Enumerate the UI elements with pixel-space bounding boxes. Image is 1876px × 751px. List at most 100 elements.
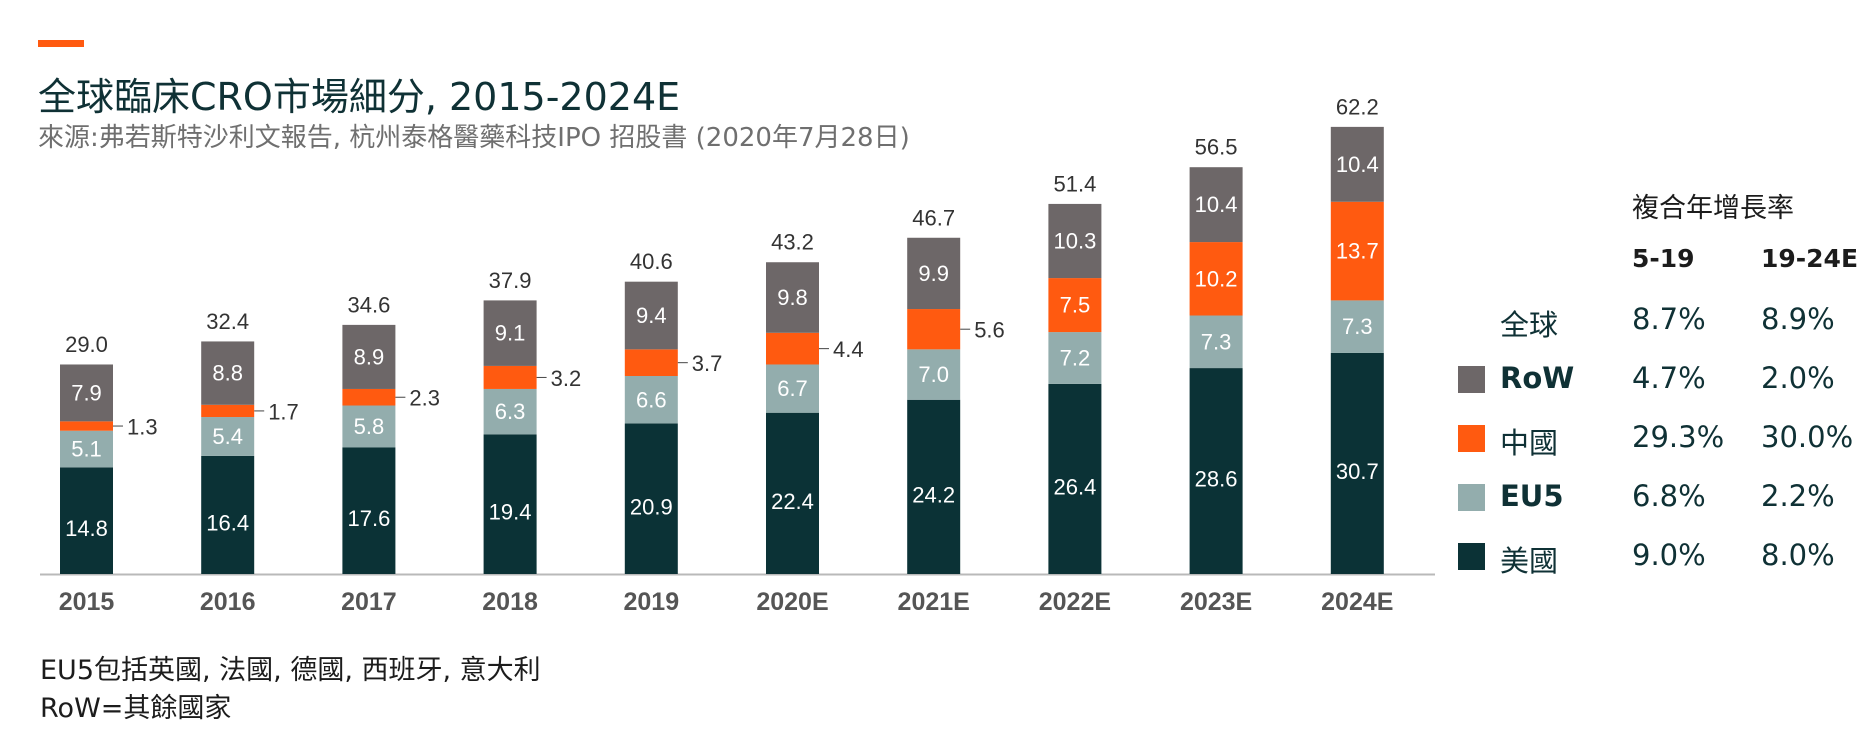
bar-segment-usa: [201, 455, 255, 574]
value-label-eu5: 5.4: [212, 424, 243, 449]
total-label: 34.6: [347, 292, 390, 317]
x-tick-label: 2020E: [756, 588, 828, 616]
bar-segment-eu5: [60, 430, 113, 468]
bar-segment-row: [624, 281, 678, 350]
bar-segment-usa: [624, 423, 678, 574]
chart-subtitle: 來源:弗若斯特沙利文報告, 杭州泰格醫藥科技IPO 招股書 (2020年7月28…: [38, 123, 910, 153]
bar-segment-row: [201, 341, 255, 405]
value-label-eu5: 5.1: [71, 437, 102, 462]
value-label-china: 5.6: [974, 318, 1005, 343]
total-label: 43.2: [771, 230, 814, 255]
value-label-usa: 26.4: [1053, 474, 1096, 499]
bar-segment-usa: [60, 467, 113, 574]
bar-segment-row: [60, 364, 113, 422]
bar-segment-china: [1048, 278, 1102, 333]
cagr-row-label: 中國: [1500, 426, 1559, 460]
total-label: 37.9: [489, 268, 532, 293]
bar-segment-eu5: [907, 349, 961, 400]
value-label-china: 1.7: [268, 399, 299, 424]
stacked-bar-chart: 14.8 5.1 1.3 7.9 29.0 2015 16.4 5.4 1.7 8.8 32.4 20…: [40, 94, 1435, 616]
bar-segment-china: [1189, 242, 1243, 316]
value-label-eu5: 6.6: [636, 387, 667, 412]
cagr-value-5-19: 29.3%: [1632, 420, 1725, 454]
value-label-china: 13.7: [1336, 239, 1379, 264]
chart-title: 全球臨床CRO市場細分, 2015-2024E: [38, 75, 681, 119]
value-label-usa: 24.2: [912, 482, 955, 507]
cagr-value-5-19: 8.7%: [1632, 302, 1706, 336]
value-label-china: 3.7: [692, 351, 723, 376]
value-label-usa: 28.6: [1195, 467, 1238, 492]
cagr-value-19-24e: 8.9%: [1761, 302, 1835, 336]
value-label-row: 9.1: [495, 321, 526, 346]
cagr-row-label: EU5: [1500, 479, 1564, 513]
bar-segment-china: [60, 421, 113, 431]
value-label-usa: 16.4: [206, 510, 249, 535]
x-tick-label: 2023E: [1180, 588, 1252, 616]
value-label-usa: 17.6: [347, 506, 390, 531]
x-tick-label: 2015: [59, 588, 115, 616]
accent-bar: [38, 40, 84, 47]
bar-segment-eu5: [1048, 332, 1102, 384]
value-label-row: 9.8: [777, 285, 808, 310]
bar-segment-usa: [1048, 383, 1102, 574]
bar-segment-row: [342, 324, 396, 389]
bar-segment-row: [1048, 203, 1102, 279]
value-label-row: 10.3: [1053, 229, 1096, 254]
legend-swatch-usa: [1458, 543, 1485, 570]
value-label-row: 8.8: [212, 361, 243, 386]
bar-segment-row: [1330, 126, 1384, 202]
value-label-usa: 19.4: [489, 500, 532, 525]
value-label-eu5: 6.7: [777, 376, 808, 401]
cagr-row-label: 全球: [1500, 308, 1559, 342]
bar-segment-eu5: [766, 364, 819, 413]
bar-segment-row: [483, 300, 537, 366]
footnote-eu5: EU5包括英國, 法國, 德國, 西班牙, 意大利: [40, 655, 541, 686]
total-label: 40.6: [630, 249, 673, 274]
bar-segment-row: [766, 262, 819, 333]
total-label: 46.7: [912, 205, 955, 230]
value-label-eu5: 7.0: [918, 362, 949, 387]
value-label-china: 1.3: [127, 415, 158, 440]
value-label-eu5: 5.8: [354, 414, 385, 439]
x-tick-label: 2018: [482, 588, 538, 616]
cagr-value-19-24e: 2.0%: [1761, 361, 1835, 395]
cagr-row-eu5: EU5 6.8% 2.2%: [0, 477, 1876, 517]
bar-segment-eu5: [342, 405, 396, 448]
value-label-china: 3.2: [551, 366, 582, 391]
value-label-usa: 14.8: [65, 516, 108, 541]
x-tick-label: 2024E: [1321, 588, 1393, 616]
value-label-china: 2.3: [409, 386, 440, 411]
bar-segment-usa: [483, 434, 537, 574]
value-label-row: 8.9: [354, 344, 385, 369]
value-label-china: 4.4: [833, 337, 864, 362]
bar-segment-eu5: [201, 417, 255, 456]
bar-segment-usa: [1189, 368, 1243, 574]
bar-segment-eu5: [1189, 315, 1243, 369]
value-label-row: 9.4: [636, 303, 667, 328]
bar-segment-china: [483, 365, 537, 389]
footnote-row: RoW=其餘國家: [40, 693, 232, 724]
total-label: 56.5: [1195, 135, 1238, 160]
value-label-eu5: 7.3: [1201, 329, 1232, 354]
x-tick-label: 2019: [623, 588, 679, 616]
total-label: 29.0: [65, 332, 108, 357]
bar-segment-china: [342, 388, 396, 406]
cagr-row-label: RoW: [1500, 361, 1575, 395]
bar-segment-china: [766, 332, 819, 365]
cagr-value-5-19: 9.0%: [1632, 538, 1706, 572]
value-label-row: 10.4: [1195, 192, 1238, 217]
cagr-value-5-19: 4.7%: [1632, 361, 1706, 395]
value-label-row: 10.4: [1336, 152, 1379, 177]
legend-swatch-eu5: [1458, 484, 1485, 511]
bar-segment-china: [201, 404, 255, 418]
x-tick-label: 2022E: [1039, 588, 1111, 616]
value-label-row: 9.9: [918, 261, 949, 286]
cagr-value-19-24e: 2.2%: [1761, 479, 1835, 513]
bar-segment-china: [624, 349, 678, 376]
total-label: 32.4: [206, 309, 249, 334]
legend-swatch-row: [1458, 366, 1485, 393]
cagr-row-row: RoW 4.7% 2.0%: [0, 359, 1876, 399]
total-label: 62.2: [1336, 94, 1379, 119]
bar-segment-eu5: [1330, 300, 1384, 353]
total-label: 51.4: [1053, 171, 1096, 196]
